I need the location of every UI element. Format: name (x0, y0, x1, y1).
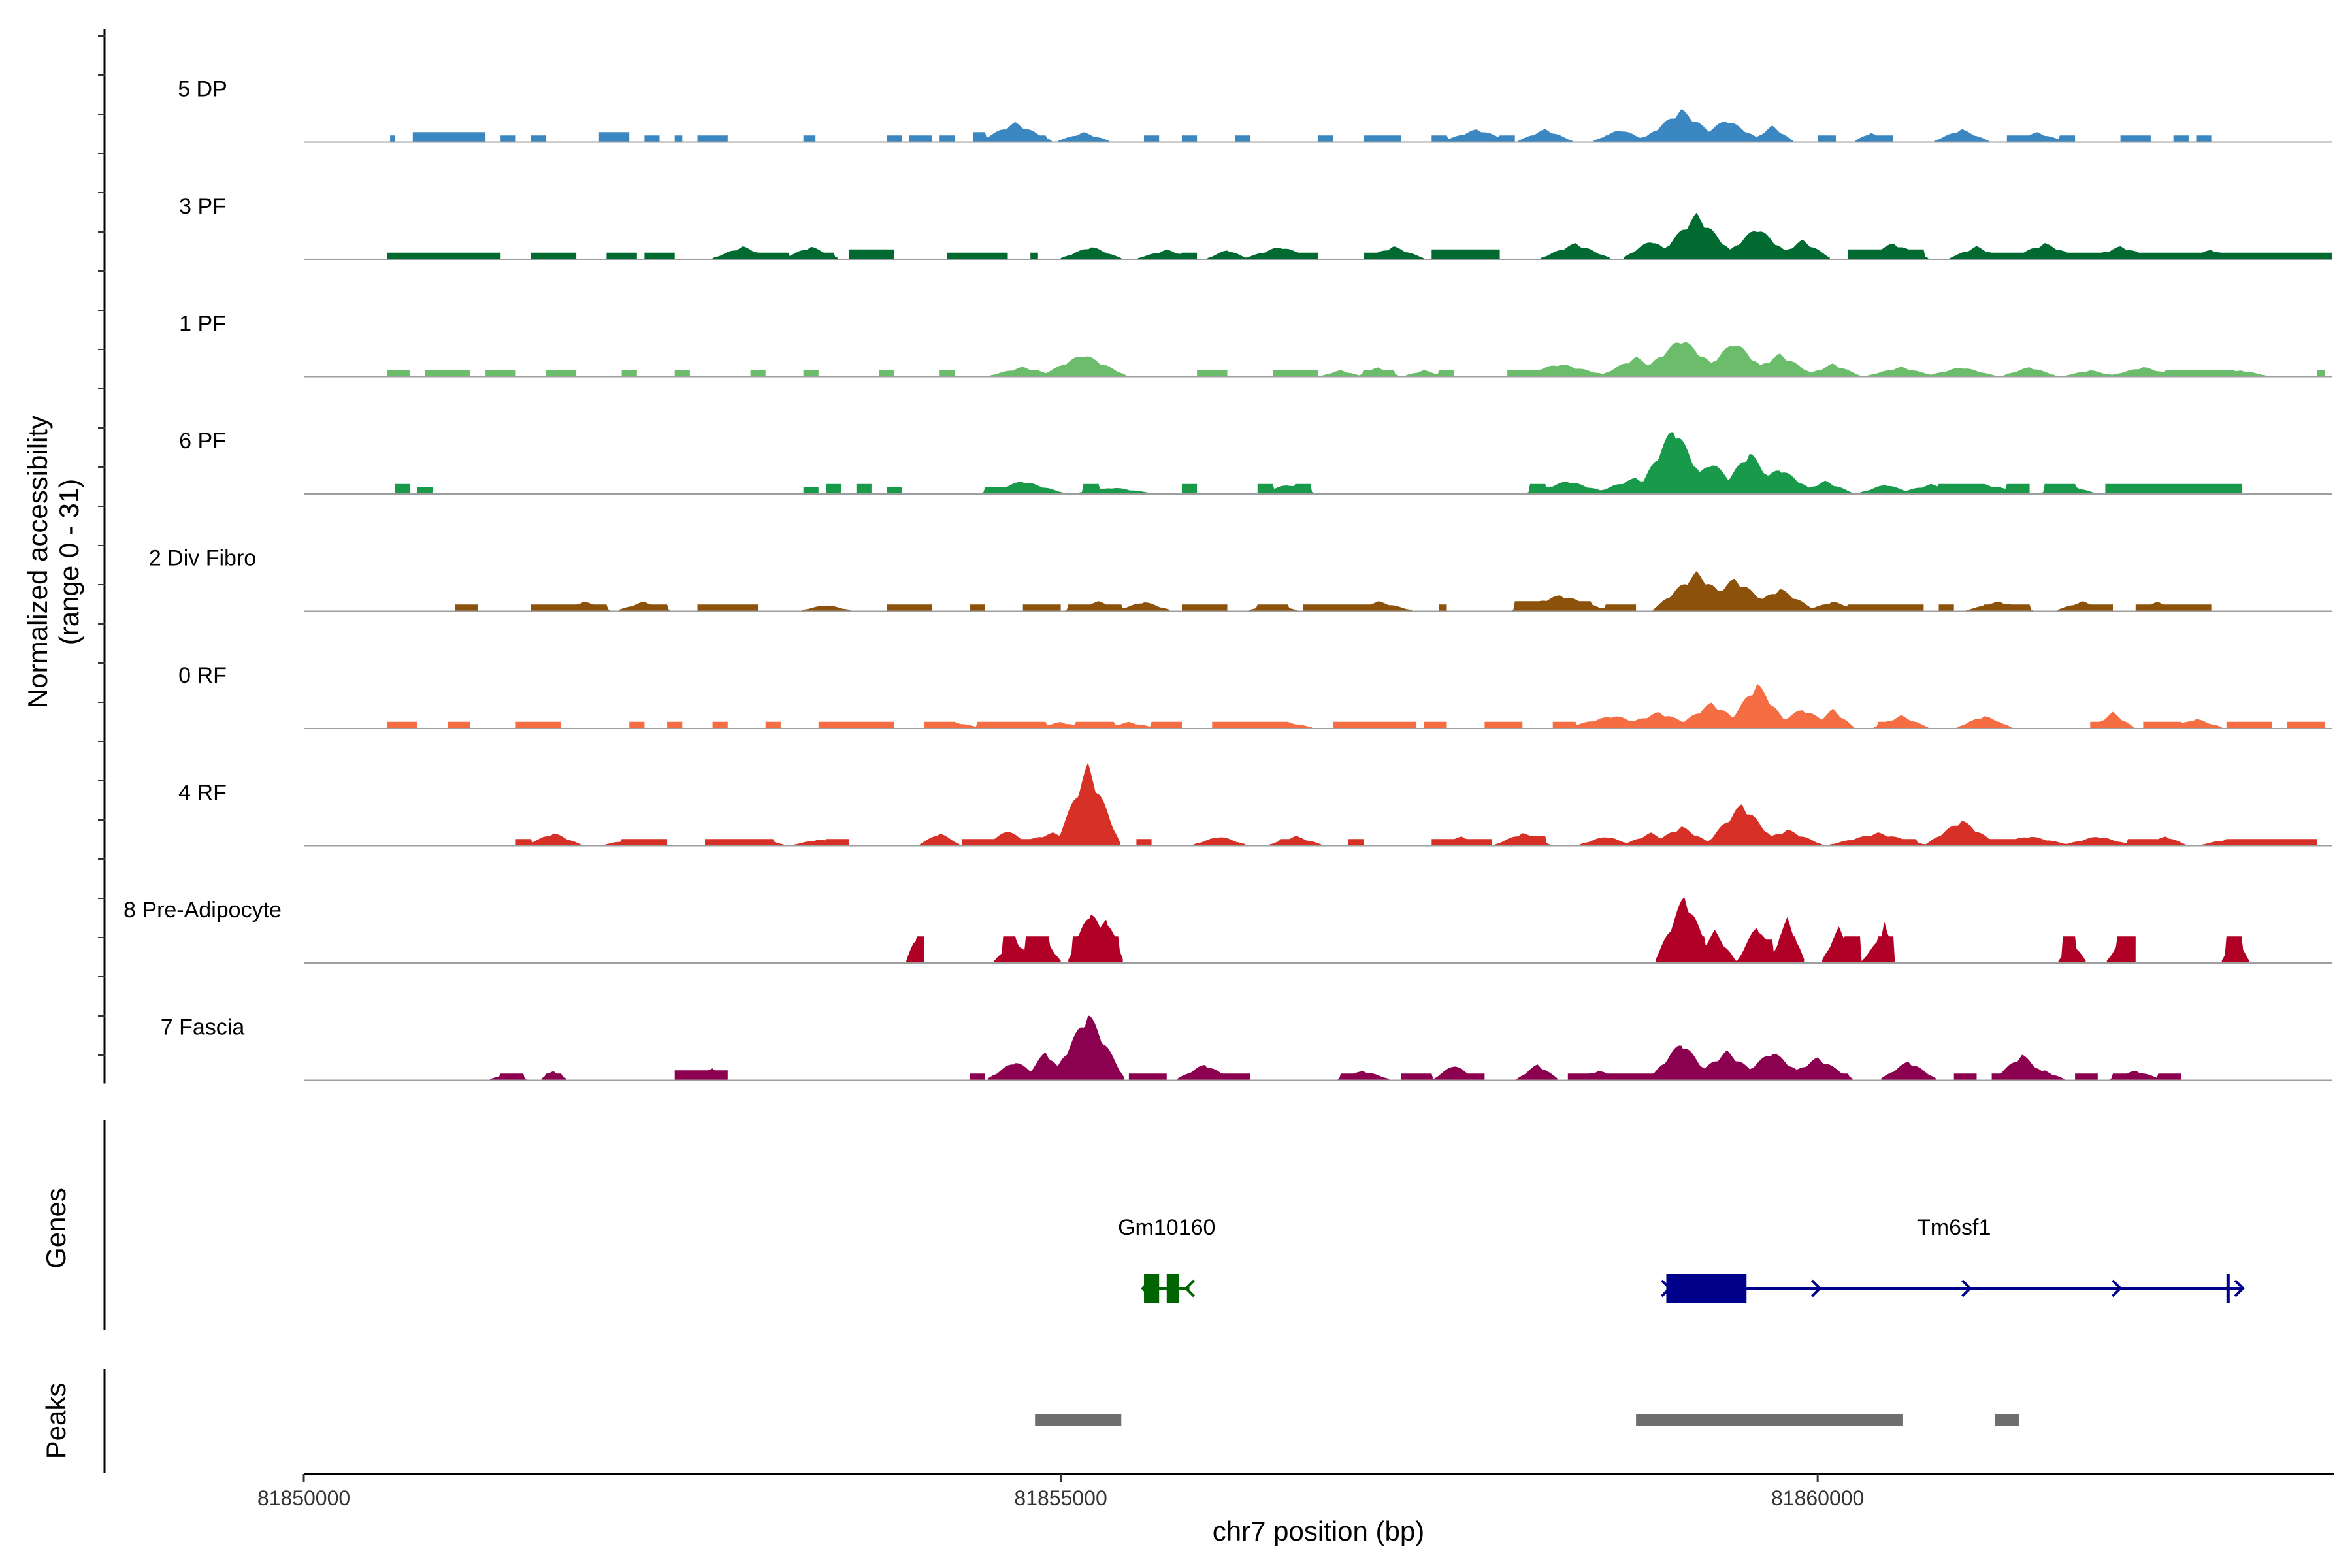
track-2: 3 PF (179, 194, 2333, 260)
track-area (387, 212, 2333, 259)
track-area (395, 432, 2242, 494)
track-label: 8 Pre-Adipocyte (123, 898, 282, 923)
track-4: 6 PF (179, 429, 2332, 495)
x-axis-title: chr7 position (bp) (1213, 1516, 1425, 1546)
track-area (906, 897, 2249, 963)
track-label: 0 RF (178, 663, 227, 688)
strand-arrow (2112, 1279, 2123, 1298)
x-tick-label: 81860000 (1771, 1486, 1864, 1510)
x-axis: 81850000 81855000 81860000 (257, 1473, 2334, 1510)
track-label: 3 PF (179, 194, 226, 219)
peak-region (1035, 1414, 1122, 1426)
gene-exon (1144, 1274, 1160, 1303)
gene-name-label: Tm6sf1 (1917, 1215, 1991, 1240)
genes-track: Gm10160 Tm6sf1 (103, 1120, 2245, 1330)
strand-arrow (1961, 1279, 1972, 1298)
track-label: 1 PF (179, 312, 226, 336)
track-3: 1 PF (179, 312, 2332, 378)
track-area (490, 1015, 2181, 1081)
x-tick-label: 81855000 (1014, 1486, 1107, 1510)
y-axis (98, 29, 106, 1084)
track-label: 2 Div Fibro (149, 546, 256, 571)
x-tick-label: 81850000 (257, 1486, 350, 1510)
track-area (455, 571, 2212, 612)
track-5: 2 Div Fibro (149, 546, 2332, 612)
y-axis-title: Normalized accessibility (22, 416, 53, 708)
genes-track-title: Genes (41, 1188, 71, 1269)
gene-gm10160: Gm10160 (1118, 1215, 1215, 1303)
track-6: 0 RF (178, 663, 2332, 729)
peaks-track (103, 1369, 2019, 1473)
coverage-tracks: 5 DP 3 PF 1 PF 6 PF 2 Div Fibro 0 RF 4 RF 8 Pre… (123, 77, 2333, 1081)
strand-arrow (1661, 1279, 1672, 1298)
peak-region (1995, 1414, 2019, 1426)
strand-arrow (1184, 1279, 1195, 1298)
strand-arrow-end (2234, 1279, 2245, 1298)
gene-tm6sf1: Tm6sf1 (1661, 1215, 2245, 1303)
peak-region (1636, 1414, 1903, 1426)
gene-name-label: Gm10160 (1118, 1215, 1215, 1240)
track-label: 7 Fascia (161, 1015, 245, 1040)
gene-exon (1166, 1274, 1179, 1303)
track-label: 5 DP (178, 77, 227, 102)
strand-arrow (1811, 1279, 1822, 1298)
track-9: 7 Fascia (161, 1015, 2332, 1081)
track-7: 4 RF (178, 762, 2332, 847)
track-label: 4 RF (178, 781, 227, 806)
track-label: 6 PF (179, 429, 226, 453)
track-1: 5 DP (178, 77, 2332, 143)
track-8: 8 Pre-Adipocyte (123, 897, 2332, 964)
y-axis-subtitle: (range 0 - 31) (54, 479, 84, 645)
strand-arrow-end (1141, 1279, 1152, 1298)
track-area (390, 109, 2212, 142)
gene-exon (1666, 1274, 1747, 1303)
gene-exon (2226, 1274, 2230, 1303)
track-area (387, 342, 2325, 377)
peaks-track-title: Peaks (41, 1383, 71, 1460)
